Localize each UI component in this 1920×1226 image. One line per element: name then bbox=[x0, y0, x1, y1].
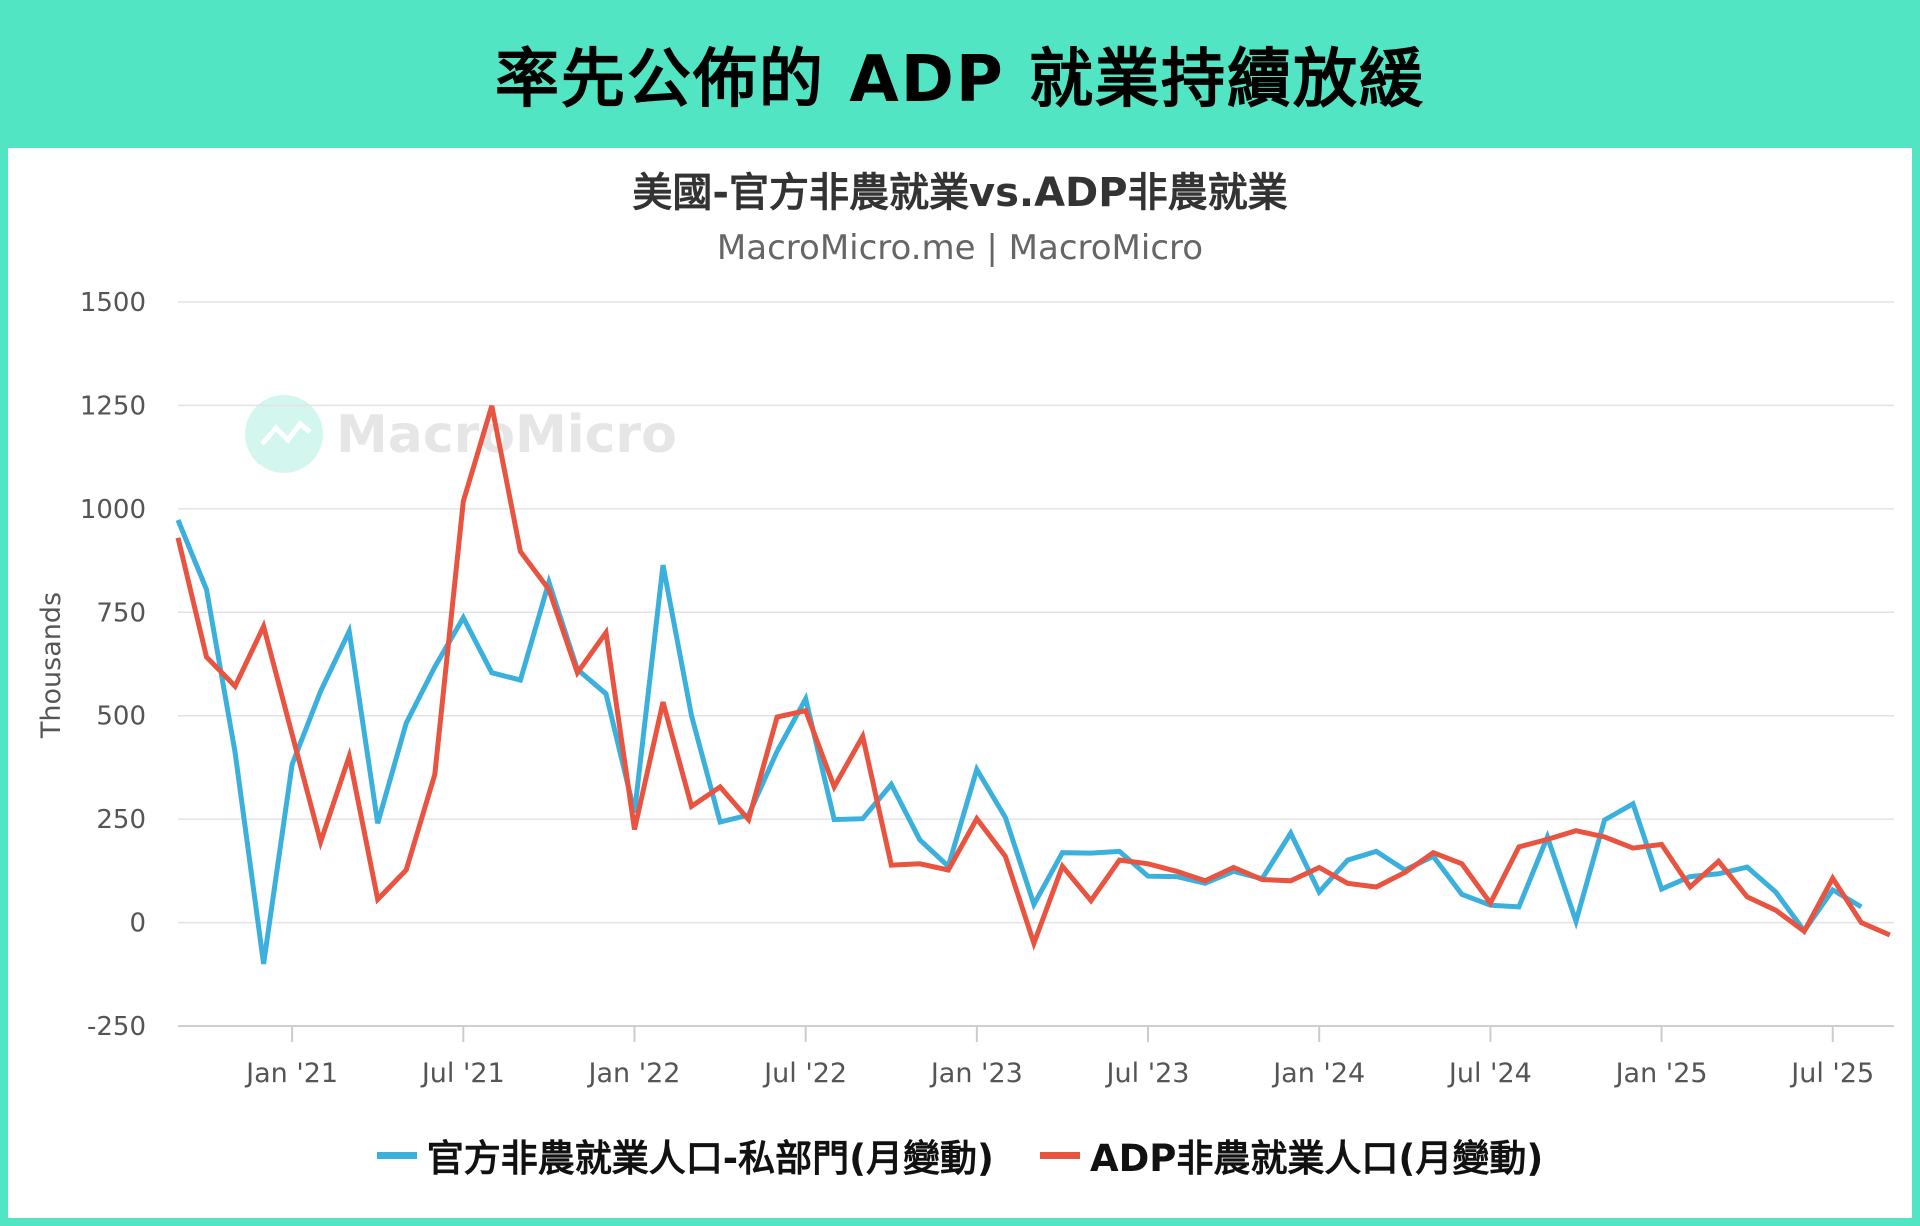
x-tick-label: Jul '24 bbox=[1447, 1058, 1532, 1089]
legend-item-adp[interactable]: ADP非農就業人口(月變動) bbox=[1039, 1128, 1544, 1182]
y-axis-label: Thousands bbox=[36, 592, 67, 739]
x-tick-label: Jul '25 bbox=[1789, 1058, 1874, 1089]
legend: 官方非農就業人口-私部門(月變動) ADP非農就業人口(月變動) bbox=[0, 1128, 1920, 1182]
y-tick-label: 1500 bbox=[80, 288, 146, 318]
series-line-1 bbox=[175, 405, 1891, 951]
legend-label: ADP非農就業人口(月變動) bbox=[1089, 1137, 1544, 1180]
header-banner: 率先公佈的 ADP 就業持續放緩 bbox=[0, 0, 1920, 148]
y-tick-label: 1000 bbox=[80, 495, 146, 525]
x-tick-label: Jan '24 bbox=[1271, 1058, 1365, 1089]
y-tick-label: 1250 bbox=[80, 391, 146, 421]
series-line-0 bbox=[175, 519, 1863, 965]
y-tick-label: 750 bbox=[96, 598, 146, 628]
y-tick-label: 0 bbox=[129, 909, 146, 939]
x-tick-label: Jul '21 bbox=[420, 1058, 505, 1089]
y-tick-label: 250 bbox=[96, 805, 146, 835]
legend-item-official[interactable]: 官方非農就業人口-私部門(月變動) bbox=[376, 1128, 994, 1182]
watermark-text: MacroMicro bbox=[336, 405, 677, 465]
chart-title: 美國-官方非農就業vs.ADP非農就業 bbox=[632, 170, 1288, 216]
y-tick-label: -250 bbox=[87, 1012, 146, 1042]
page-title: 率先公佈的 ADP 就業持續放緩 bbox=[494, 43, 1426, 117]
y-tick-label: 500 bbox=[96, 702, 146, 732]
legend-swatch-official bbox=[376, 1151, 417, 1159]
legend-label: 官方非農就業人口-私部門(月變動) bbox=[426, 1137, 994, 1180]
chart-subtitle: MacroMicro.me | MacroMicro bbox=[716, 228, 1204, 268]
legend-swatch-adp bbox=[1039, 1151, 1080, 1159]
x-tick-label: Jan '22 bbox=[586, 1058, 680, 1089]
x-tick-label: Jan '21 bbox=[244, 1058, 338, 1089]
x-tick-label: Jan '25 bbox=[1614, 1058, 1708, 1089]
watermark-logo-glyph-icon bbox=[260, 420, 312, 446]
x-tick-label: Jan '23 bbox=[929, 1058, 1023, 1089]
x-tick-label: Jul '23 bbox=[1105, 1058, 1190, 1089]
x-tick-label: Jul '22 bbox=[762, 1058, 847, 1089]
